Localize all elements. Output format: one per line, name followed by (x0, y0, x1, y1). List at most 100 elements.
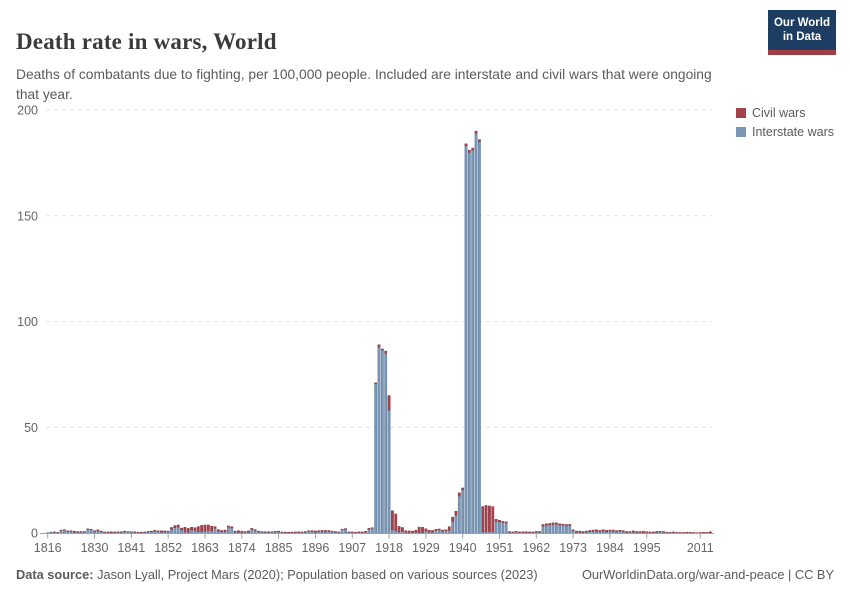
bar-civil-1959[interactable] (525, 532, 527, 533)
bar-civil-1973[interactable] (572, 530, 574, 531)
bar-civil-1873[interactable] (237, 531, 239, 533)
bar-civil-1861[interactable] (197, 527, 199, 532)
bar-interstate-1944[interactable] (475, 133, 477, 533)
bar-interstate-1830[interactable] (93, 531, 95, 533)
bar-civil-1999[interactable] (659, 531, 661, 532)
bar-civil-1992[interactable] (636, 532, 638, 533)
bar-civil-1988[interactable] (622, 531, 624, 532)
bar-interstate-1855[interactable] (177, 527, 179, 533)
bar-civil-1958[interactable] (522, 532, 524, 533)
owid-credit-link[interactable]: OurWorldinData.org/war-and-peace | CC BY (582, 567, 834, 582)
bar-civil-1937[interactable] (451, 517, 453, 521)
bar-civil-1872[interactable] (234, 531, 236, 532)
bar-civil-1948[interactable] (488, 506, 490, 531)
bar-civil-1875[interactable] (244, 532, 246, 533)
bar-interstate-1936[interactable] (448, 530, 450, 533)
bar-civil-1898[interactable] (321, 530, 323, 531)
bar-interstate-1912[interactable] (368, 529, 370, 533)
bar-civil-1928[interactable] (421, 527, 423, 532)
bar-civil-1961[interactable] (532, 532, 534, 533)
bar-interstate-1967[interactable] (552, 525, 554, 533)
bar-interstate-1820[interactable] (60, 530, 62, 533)
bar-civil-1852[interactable] (167, 531, 169, 532)
bar-civil-1978[interactable] (589, 530, 591, 531)
bar-civil-1957[interactable] (518, 532, 520, 533)
bar-civil-1986[interactable] (615, 531, 617, 532)
bar-interstate-1831[interactable] (97, 531, 99, 533)
bar-interstate-1933[interactable] (438, 530, 440, 533)
bar-civil-1956[interactable] (515, 531, 517, 532)
bar-civil-1825[interactable] (77, 532, 79, 533)
bar-interstate-1914[interactable] (375, 384, 377, 533)
legend-item-interstate-wars[interactable]: Interstate wars (736, 125, 834, 139)
bar-interstate-1848[interactable] (154, 531, 156, 533)
bar-civil-1854[interactable] (174, 526, 176, 528)
bar-civil-1952[interactable] (502, 521, 504, 522)
bar-civil-1830[interactable] (93, 531, 95, 532)
bar-civil-1991[interactable] (632, 531, 634, 532)
bar-interstate-1866[interactable] (214, 528, 216, 533)
bar-civil-1965[interactable] (545, 524, 547, 526)
bar-interstate-1939[interactable] (458, 496, 460, 533)
bars-interstate-wars[interactable] (47, 133, 712, 533)
bar-civil-1925[interactable] (411, 531, 413, 532)
bar-civil-1977[interactable] (585, 531, 587, 532)
bar-civil-1853[interactable] (170, 528, 172, 530)
bar-civil-1917[interactable] (385, 351, 387, 353)
bar-interstate-1864[interactable] (207, 530, 209, 533)
bar-civil-1938[interactable] (455, 511, 457, 515)
bar-interstate-1953[interactable] (505, 523, 507, 533)
bar-civil-1866[interactable] (214, 527, 216, 529)
bar-civil-1862[interactable] (200, 525, 202, 531)
bar-civil-1934[interactable] (441, 530, 443, 531)
bar-civil-1951[interactable] (498, 520, 500, 522)
bar-civil-1927[interactable] (418, 527, 420, 532)
bar-civil-1909[interactable] (358, 532, 360, 533)
bar-civil-1993[interactable] (639, 532, 641, 533)
bar-civil-1832[interactable] (100, 531, 102, 532)
bar-interstate-1905[interactable] (344, 529, 346, 533)
bar-civil-1857[interactable] (184, 527, 186, 532)
bar-interstate-1877[interactable] (251, 530, 253, 533)
bars-civil-wars[interactable] (50, 131, 712, 533)
bar-interstate-1941[interactable] (465, 146, 467, 533)
bar-civil-1900[interactable] (328, 530, 330, 531)
bar-civil-1983[interactable] (605, 530, 607, 531)
bar-interstate-1943[interactable] (472, 150, 474, 533)
bar-interstate-1860[interactable] (194, 531, 196, 533)
bar-civil-1894[interactable] (308, 531, 310, 532)
bar-civil-1915[interactable] (378, 345, 380, 347)
bar-interstate-1964[interactable] (542, 526, 544, 533)
bar-interstate-1913[interactable] (371, 528, 373, 533)
bar-civil-1850[interactable] (160, 531, 162, 532)
bar-interstate-1972[interactable] (569, 525, 571, 533)
bar-civil-1947[interactable] (485, 506, 487, 532)
bar-civil-2001[interactable] (666, 532, 668, 533)
bar-civil-1943[interactable] (472, 148, 474, 150)
bar-civil-1865[interactable] (211, 526, 213, 531)
bar-civil-1834[interactable] (107, 532, 109, 533)
bar-civil-1899[interactable] (324, 530, 326, 531)
bar-civil-1962[interactable] (535, 531, 537, 532)
bar-interstate-1894[interactable] (308, 531, 310, 533)
bar-interstate-1950[interactable] (495, 521, 497, 533)
bar-civil-1971[interactable] (565, 525, 567, 526)
bar-civil-1914[interactable] (375, 383, 377, 384)
bar-civil-1996[interactable] (649, 532, 651, 533)
bar-civil-1994[interactable] (642, 531, 644, 532)
bar-civil-1968[interactable] (555, 523, 557, 524)
bar-civil-2014[interactable] (709, 532, 711, 533)
bar-civil-1935[interactable] (445, 530, 447, 531)
bar-civil-1970[interactable] (562, 524, 564, 525)
bar-interstate-1823[interactable] (70, 531, 72, 533)
bar-civil-1921[interactable] (398, 526, 400, 531)
bar-civil-1896[interactable] (314, 531, 316, 532)
bar-civil-1967[interactable] (552, 523, 554, 525)
bar-civil-1942[interactable] (468, 150, 470, 152)
bar-civil-1929[interactable] (425, 529, 427, 532)
bar-civil-1933[interactable] (438, 529, 440, 530)
bar-civil-1881[interactable] (264, 532, 266, 533)
bar-interstate-1934[interactable] (441, 531, 443, 533)
bar-interstate-1951[interactable] (498, 522, 500, 533)
bar-interstate-1867[interactable] (217, 531, 219, 533)
